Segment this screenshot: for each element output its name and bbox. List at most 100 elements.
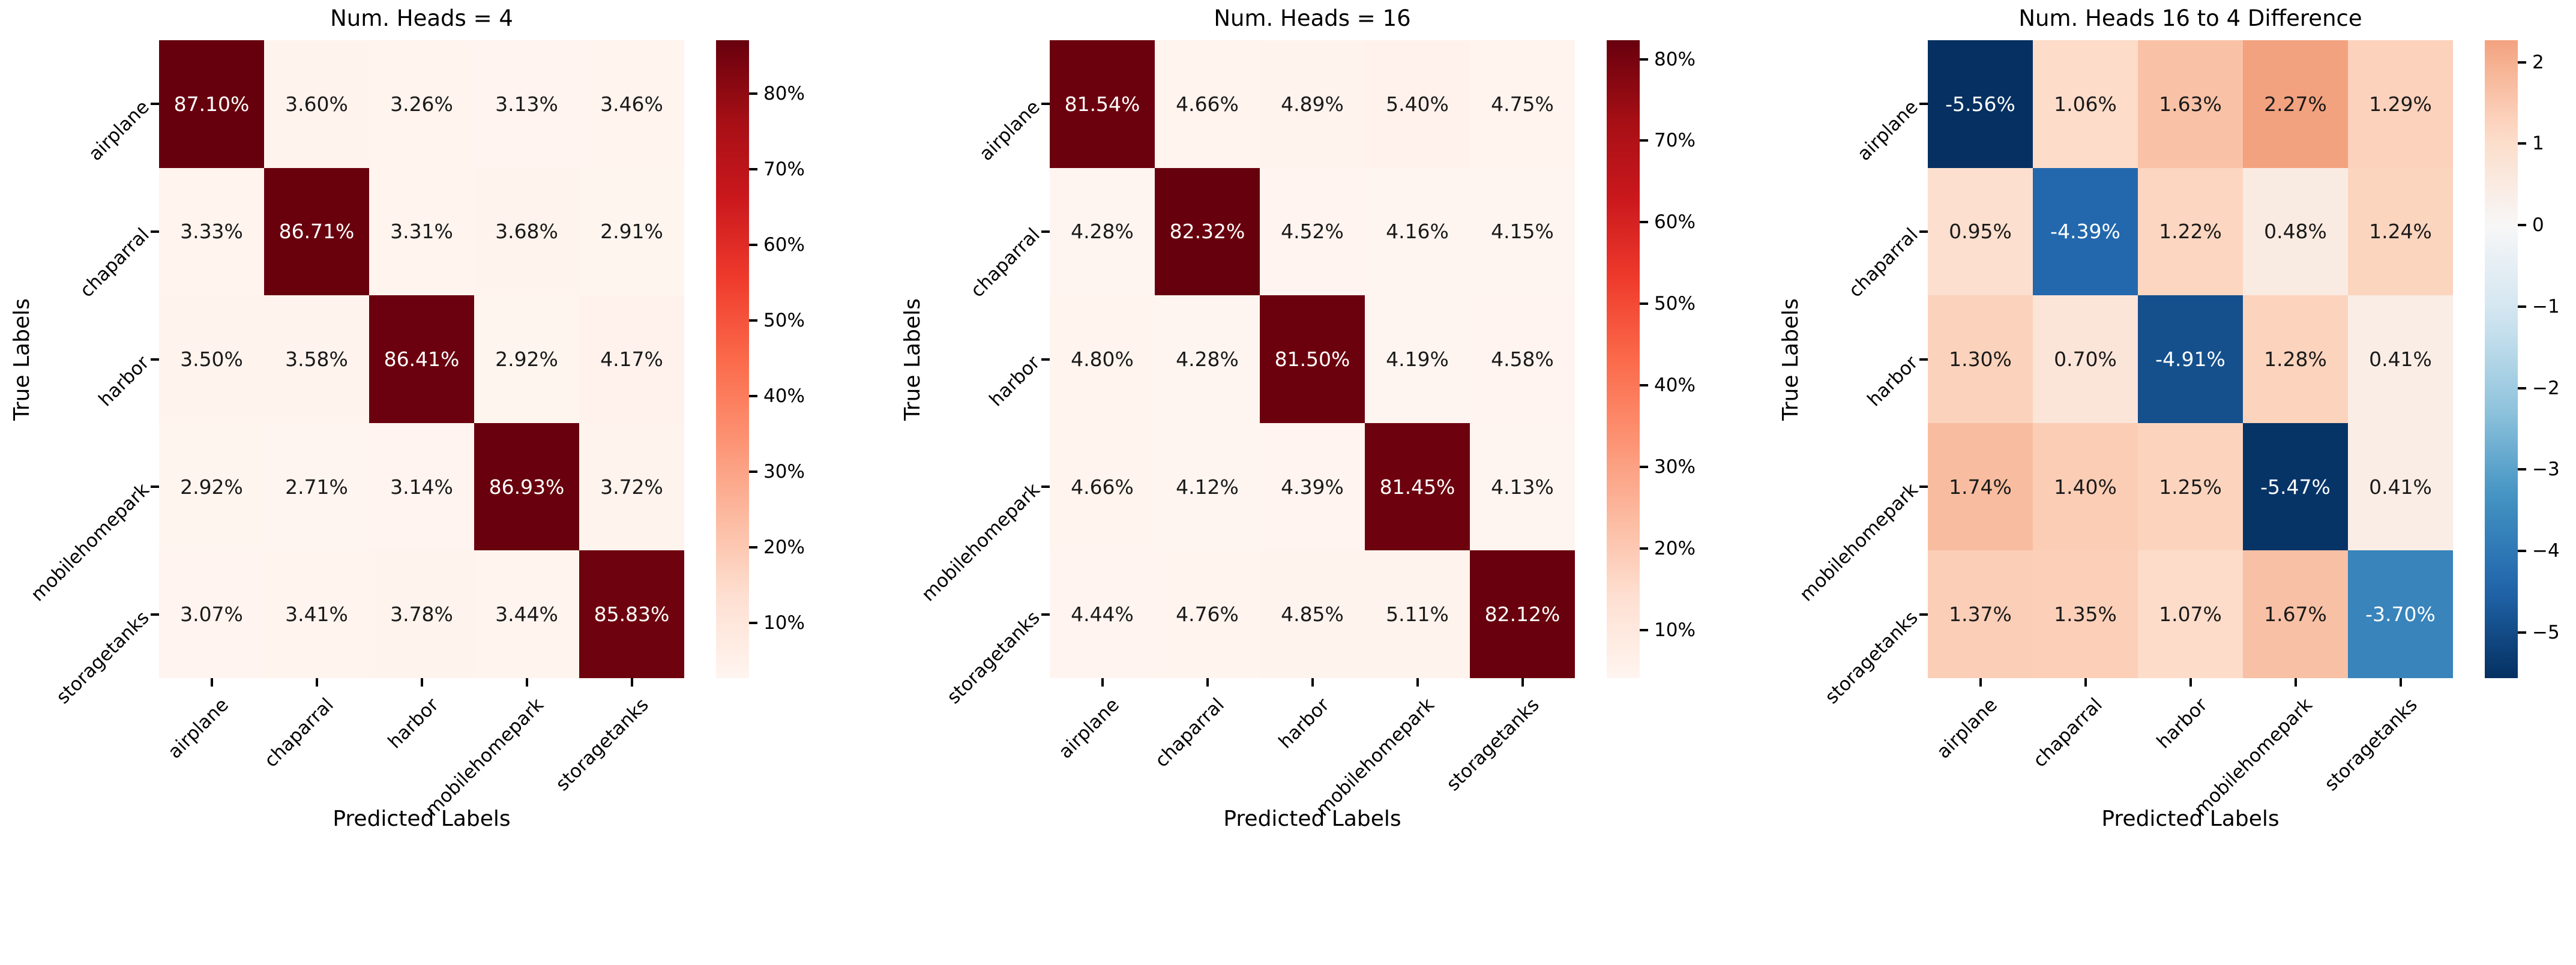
heatmap-cell: 4.16% <box>1365 167 1470 296</box>
heatmap-cell: 4.58% <box>1470 295 1575 423</box>
heatmap-cell: 4.66% <box>1155 40 1260 168</box>
heatmap-cell: 4.39% <box>1260 422 1365 551</box>
colorbar-tick-mark <box>749 244 757 247</box>
heatmap-cell: 4.85% <box>1260 550 1365 678</box>
y-tick-mark <box>1041 358 1050 361</box>
heatmap-cell: 3.72% <box>579 422 684 551</box>
heatmap-cell: 2.27% <box>2243 40 2348 168</box>
colorbar-tick-mark <box>2518 386 2526 389</box>
y-tick-mark <box>1919 486 1928 489</box>
heatmap-cell: 4.44% <box>1050 550 1155 678</box>
heatmap-panel: Num. Heads 16 to 4 Difference True Label… <box>1778 5 2560 831</box>
x-tick-mark <box>2399 678 2402 687</box>
heatmap-cell: 1.40% <box>2033 422 2138 551</box>
heatmap-panel: Num. Heads = 4 True Labels Predicted Lab… <box>10 5 805 831</box>
heatmap-cell: 82.12% <box>1470 550 1575 678</box>
heatmap-cell: 2.71% <box>264 422 369 551</box>
x-tick-mark <box>210 678 213 687</box>
y-tick-mark <box>151 230 159 233</box>
heatmap-cell: 4.13% <box>1470 422 1575 551</box>
colorbar-tick-label: 20% <box>763 537 805 559</box>
heatmap-cell: 3.31% <box>369 167 474 296</box>
heatmap-cell: 3.50% <box>159 295 264 423</box>
colorbar-tick-label: 10% <box>1654 619 1696 642</box>
colorbar-tick-mark <box>749 319 757 322</box>
heatmap-cell: 1.74% <box>1928 422 2033 551</box>
heatmap-cell: 4.52% <box>1260 167 1365 296</box>
colorbar-tick-label: 0 <box>2532 214 2544 236</box>
heatmap-cell: 2.91% <box>579 167 684 296</box>
colorbar-tick-mark <box>1640 221 1648 224</box>
heatmap-cell: 5.40% <box>1365 40 1470 168</box>
y-tick-mark <box>151 613 159 616</box>
colorbar-tick-label: 30% <box>1654 456 1696 478</box>
heatmap-cell: 3.41% <box>264 550 369 678</box>
colorbar-tick-mark <box>2518 631 2526 634</box>
colorbar-tick-mark <box>2518 224 2526 227</box>
heatmap-cell: 5.11% <box>1365 550 1470 678</box>
heatmap-cell: 4.28% <box>1155 295 1260 423</box>
heatmap-cell: 3.68% <box>474 167 579 296</box>
colorbar-tick-mark <box>1640 466 1648 469</box>
colorbar-tick-label: 1 <box>2532 133 2544 155</box>
y-tick-mark <box>1919 230 1928 233</box>
heatmap-cell: 1.07% <box>2138 550 2243 678</box>
colorbar-tick-label: −4 <box>2532 540 2560 562</box>
x-tick-mark <box>1521 678 1524 687</box>
colorbar-tick-mark <box>1640 302 1648 305</box>
y-tick-mark <box>151 103 159 106</box>
y-tick-mark <box>151 358 159 361</box>
y-tick-mark <box>151 486 159 489</box>
heatmap-cell: 0.41% <box>2348 295 2453 423</box>
colorbar-tick-label: −5 <box>2532 621 2560 643</box>
colorbar-tick-mark <box>2518 61 2526 64</box>
heatmap-cell: 86.71% <box>264 167 369 296</box>
colorbar-tick-mark <box>1640 547 1648 550</box>
colorbar-tick-label: 70% <box>1654 130 1696 152</box>
colorbar-tick-label: 80% <box>1654 48 1696 70</box>
heatmap-cell: 4.89% <box>1260 40 1365 168</box>
heatmap-cell: 81.50% <box>1260 295 1365 423</box>
x-tick-mark <box>420 678 423 687</box>
colorbar-tick-mark <box>749 622 757 625</box>
panel-title: Num. Heads = 4 <box>330 5 513 31</box>
x-axis-label: Predicted Labels <box>1223 807 1401 831</box>
colorbar-tick-mark <box>2518 142 2526 145</box>
heatmap-cell: 0.70% <box>2033 295 2138 423</box>
heatmap-cell: 2.92% <box>159 422 264 551</box>
heatmap-cell: 1.28% <box>2243 295 2348 423</box>
colorbar-tick-label: 60% <box>1654 211 1696 233</box>
heatmap-cell: 4.12% <box>1155 422 1260 551</box>
colorbar-tick-label: −3 <box>2532 458 2560 481</box>
x-tick-mark <box>315 678 318 687</box>
x-tick-mark <box>630 678 633 687</box>
x-tick-mark <box>525 678 528 687</box>
colorbar-gradient <box>2485 40 2518 678</box>
x-axis-label: Predicted Labels <box>2101 807 2280 831</box>
colorbar-tick-mark <box>2518 550 2526 553</box>
x-axis-label: Predicted Labels <box>333 807 511 831</box>
colorbar-gradient <box>716 40 749 678</box>
heatmap-cell: 81.45% <box>1365 422 1470 551</box>
colorbar-gradient <box>1607 40 1640 678</box>
x-tick-mark <box>2084 678 2087 687</box>
colorbar-tick-label: 50% <box>763 310 805 332</box>
heatmap-cell: 3.26% <box>369 40 474 168</box>
x-tick-mark <box>2189 678 2192 687</box>
heatmap-cell: 1.35% <box>2033 550 2138 678</box>
heatmap-cell: 3.07% <box>159 550 264 678</box>
colorbar-tick-label: 50% <box>1654 293 1696 315</box>
y-tick-mark <box>1041 486 1050 489</box>
heatmap-cell: -5.47% <box>2243 422 2348 551</box>
colorbar-tick-label: 60% <box>763 234 805 256</box>
colorbar-tick-label: 20% <box>1654 538 1696 560</box>
heatmap-cell: 4.75% <box>1470 40 1575 168</box>
colorbar-tick-mark <box>2518 305 2526 308</box>
colorbar-tick-mark <box>2518 468 2526 471</box>
x-tick-mark <box>1101 678 1104 687</box>
y-tick-label: storagetanks <box>1820 606 1922 708</box>
y-tick-mark <box>1041 103 1050 106</box>
colorbar-tick-label: 70% <box>763 158 805 181</box>
heatmap-cell: 3.13% <box>474 40 579 168</box>
heatmap-cell: 4.66% <box>1050 422 1155 551</box>
